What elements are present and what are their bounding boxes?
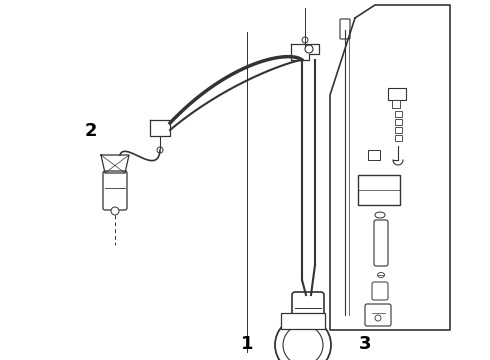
Bar xyxy=(358,175,400,205)
Circle shape xyxy=(275,317,331,360)
Text: 1: 1 xyxy=(241,335,254,353)
Circle shape xyxy=(302,37,308,43)
FancyBboxPatch shape xyxy=(103,171,127,210)
Bar xyxy=(368,150,380,160)
Circle shape xyxy=(375,315,381,321)
Circle shape xyxy=(304,327,312,335)
Text: 3: 3 xyxy=(359,335,371,353)
FancyBboxPatch shape xyxy=(395,112,402,117)
FancyBboxPatch shape xyxy=(395,127,402,134)
Ellipse shape xyxy=(377,273,385,278)
FancyBboxPatch shape xyxy=(395,120,402,126)
FancyBboxPatch shape xyxy=(340,19,350,39)
Circle shape xyxy=(305,45,313,53)
FancyBboxPatch shape xyxy=(395,135,402,141)
Ellipse shape xyxy=(300,322,316,330)
Ellipse shape xyxy=(375,212,385,218)
Circle shape xyxy=(283,325,323,360)
Text: 2: 2 xyxy=(84,122,97,140)
FancyBboxPatch shape xyxy=(372,282,388,300)
FancyBboxPatch shape xyxy=(365,304,391,326)
Bar xyxy=(281,313,325,329)
Circle shape xyxy=(111,207,119,215)
Circle shape xyxy=(157,147,163,153)
FancyBboxPatch shape xyxy=(374,220,388,266)
Bar xyxy=(388,88,406,100)
Bar xyxy=(392,100,400,108)
FancyBboxPatch shape xyxy=(292,292,324,326)
